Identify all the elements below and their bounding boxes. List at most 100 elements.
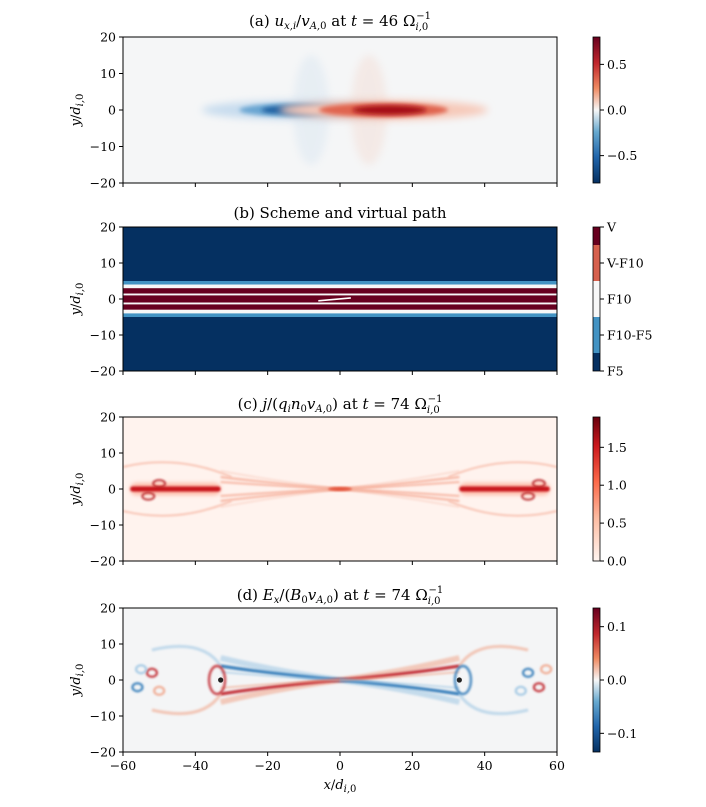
separatrix-inner: [220, 671, 341, 681]
panel-a: (a) ux,i/vA,0 at t = 46 Ωi,0−1 20 10 0 −10 −…: [69, 11, 637, 191]
svg-text:(a) ux,i/vA,0 at t = 46 Ωi,0−1: (a) ux,i/vA,0 at t = 46 Ωi,0−1: [249, 11, 431, 33]
panel-b-title: (b) Scheme and virtual path: [233, 204, 446, 222]
separatrix-line: [220, 470, 341, 490]
scheme-band: [123, 317, 557, 371]
y-tick-label: −10: [90, 709, 116, 724]
island-arc: [448, 461, 557, 478]
scheme-band: [123, 281, 557, 285]
panel-d: (d) Ex/(B0vA,0) at t = 74 Ωi,0−1 20 10 0 −1…: [69, 585, 637, 773]
y-tick-label: 0: [108, 482, 116, 497]
y-tick-label: 0: [108, 292, 116, 307]
separatrix-line: [220, 488, 341, 508]
island-swirl: [532, 479, 546, 488]
panel-a-title: (a) ux,i/vA,0 at t = 46 Ωi,0−1: [249, 11, 431, 33]
colorbar-segment: [593, 353, 600, 371]
island-arc: [151, 693, 222, 716]
scheme-band: [123, 313, 557, 317]
island-center: [456, 677, 462, 683]
colorbar-tick-label: 0.0: [607, 673, 627, 688]
turbulent-swirl: [135, 664, 148, 675]
separatrix-inner: [339, 671, 460, 681]
scheme-band: [123, 293, 557, 296]
y-tick-label: 0: [108, 673, 116, 688]
y-axis-label: y/di,0: [69, 94, 86, 128]
scheme-band: [123, 304, 557, 310]
y-tick-label: 20: [100, 220, 116, 235]
colorbar-tick-label: F10-F5: [607, 328, 652, 343]
y-tick-label: 10: [100, 66, 116, 81]
y-axis-label: y/di,0: [69, 664, 86, 698]
y-axis-label: y/di,0: [69, 283, 86, 317]
svg-text:(b) Scheme and virtual path: (b) Scheme and virtual path: [233, 204, 446, 222]
colorbar-tick-label: −0.1: [607, 726, 637, 741]
turbulent-swirl: [522, 667, 535, 678]
separatrix-line: [339, 470, 460, 490]
x-tick-label: −20: [254, 758, 280, 773]
x-tick-label: −60: [110, 758, 136, 773]
scheme-band: [123, 288, 557, 294]
colorbar: [592, 607, 601, 753]
colorbar-segment: [593, 245, 600, 281]
island-arc: [123, 500, 232, 517]
colorbar-tick-label: 0.1: [607, 619, 627, 634]
y-tick-label: 0: [108, 103, 116, 118]
jet-core: [352, 105, 427, 115]
turbulent-swirl: [131, 682, 144, 693]
scheme-band: [123, 227, 557, 281]
x-tick-label: −40: [182, 758, 208, 773]
plot-frame: [122, 36, 558, 184]
panel-a-field: [123, 37, 557, 183]
island-front: [207, 664, 227, 696]
panel-c-title: (c) j/(qin0vA,0) at t = 74 Ωi,0−1: [238, 394, 443, 416]
colorbar-tick-label: V: [606, 220, 617, 235]
colorbar-tick-label: F10: [607, 292, 632, 307]
scheme-band: [123, 309, 557, 314]
x-axis-label: x/di,0: [324, 778, 357, 795]
y-tick-label: −10: [90, 518, 116, 533]
x-tick-label: 20: [404, 758, 420, 773]
colorbar-tick-label: F5: [607, 364, 624, 379]
x-point: [328, 487, 352, 491]
y-tick-label: −20: [90, 364, 116, 379]
panel-c-field: [123, 417, 557, 561]
colorbar-tick-label: 0.0: [607, 554, 627, 569]
x-tick-label: 0: [336, 758, 344, 773]
y-tick-label: −20: [90, 745, 116, 760]
y-tick-label: 20: [100, 30, 116, 45]
island-arc: [123, 461, 232, 478]
colorbar: [592, 36, 601, 184]
virtual-path: [318, 297, 351, 302]
island-swirl: [521, 491, 535, 501]
separatrix-inner: [339, 679, 460, 689]
colorbar-segment: [593, 317, 600, 353]
colorbar-segment: [593, 281, 600, 317]
colorbar-tick-label: 1.5: [607, 440, 627, 455]
y-tick-label: 10: [100, 446, 116, 461]
separatrix-inner: [220, 679, 341, 689]
x-tick-label: 40: [477, 758, 493, 773]
turbulent-swirl: [540, 664, 553, 675]
separatrix-line: [339, 488, 460, 508]
svg-text:(c) j/(qin0vA,0) at t = 74 Ωi,: (c) j/(qin0vA,0) at t = 74 Ωi,0−1: [238, 394, 443, 416]
x-tick-label: 60: [549, 758, 565, 773]
svg-text:x/di,0: x/di,0: [324, 778, 357, 795]
y-tick-label: −10: [90, 139, 116, 154]
plot-frame: [122, 226, 558, 372]
scheme-band: [123, 302, 557, 305]
y-tick-label: 20: [100, 601, 116, 616]
panel-a-plot: 20 10 0 −10 −20 y/di,0 0.5 0.0 −0.5: [69, 30, 637, 191]
y-axis-label: y/di,0: [69, 473, 86, 507]
svg-text:(d) Ex/(B0vA,0) at t = 74 Ωi,0: (d) Ex/(B0vA,0) at t = 74 Ωi,0−1: [237, 585, 444, 607]
panel-d-field: [123, 608, 557, 752]
colorbar: [592, 416, 601, 562]
island-arc: [151, 644, 222, 667]
colorbar-tick-label: 1.0: [607, 478, 627, 493]
y-tick-label: −20: [90, 176, 116, 191]
panel-b-plot: 20 10 0 −10 −20 y/di,0 V V-F10 F10 F10-F5 F5: [69, 220, 652, 379]
turbulent-swirl: [153, 685, 166, 696]
turbulent-swirl: [145, 667, 158, 678]
y-tick-label: −10: [90, 328, 116, 343]
scheme-band: [123, 284, 557, 289]
